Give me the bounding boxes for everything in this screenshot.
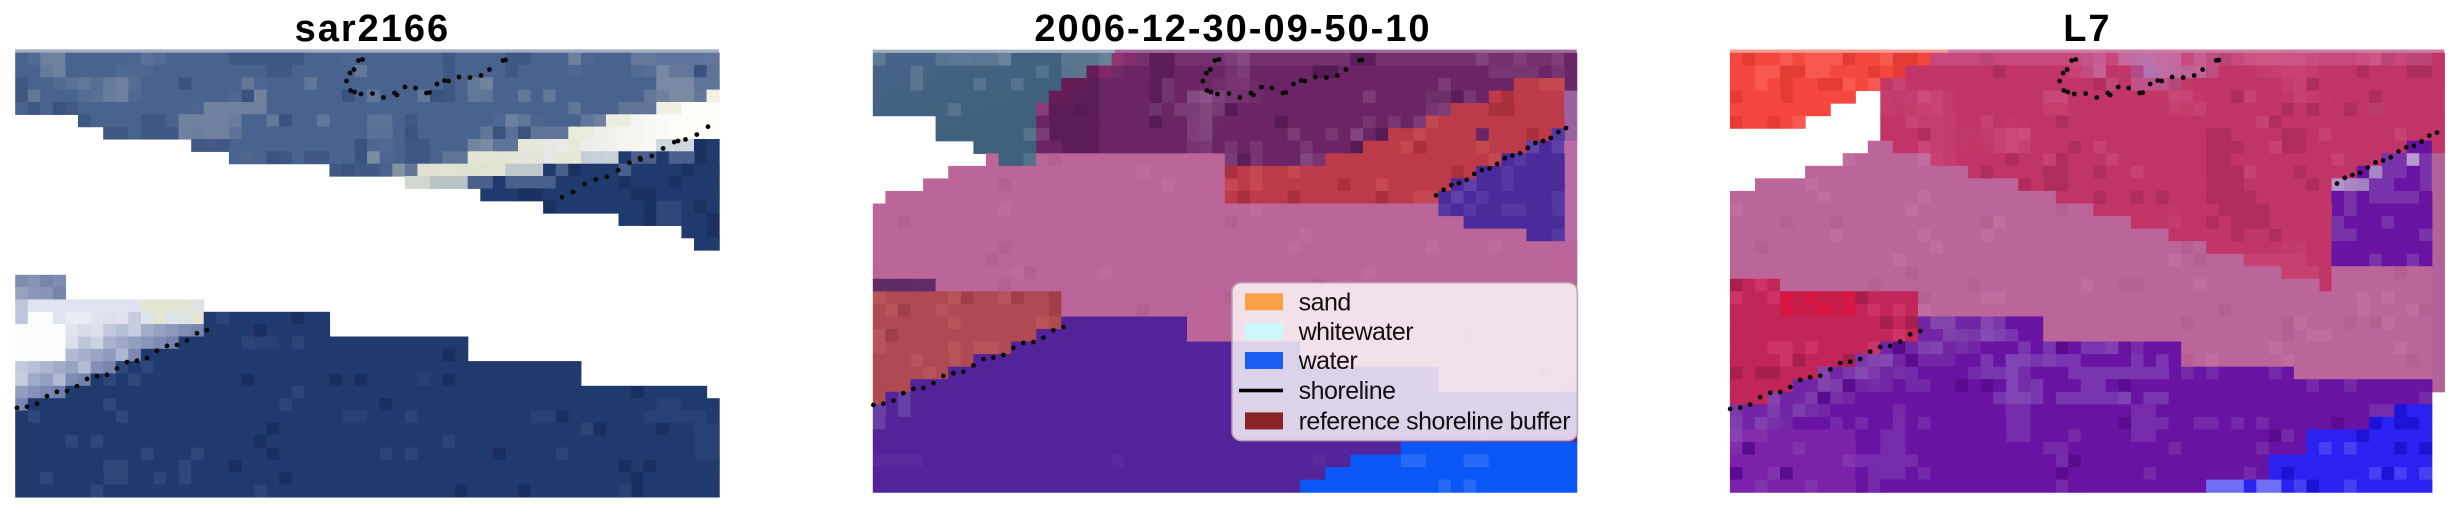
svg-text:sand: sand (1299, 289, 1351, 317)
svg-text:shoreline: shoreline (1299, 377, 1396, 405)
svg-text:sar2166: sar2166 (295, 8, 451, 50)
svg-text:whitewater: whitewater (1298, 318, 1414, 346)
svg-text:reference shoreline buffer: reference shoreline buffer (1299, 408, 1571, 436)
svg-text:water: water (1298, 347, 1358, 375)
svg-text:2006-12-30-09-50-10: 2006-12-30-09-50-10 (1034, 8, 1431, 50)
svg-text:L7: L7 (2063, 8, 2111, 50)
